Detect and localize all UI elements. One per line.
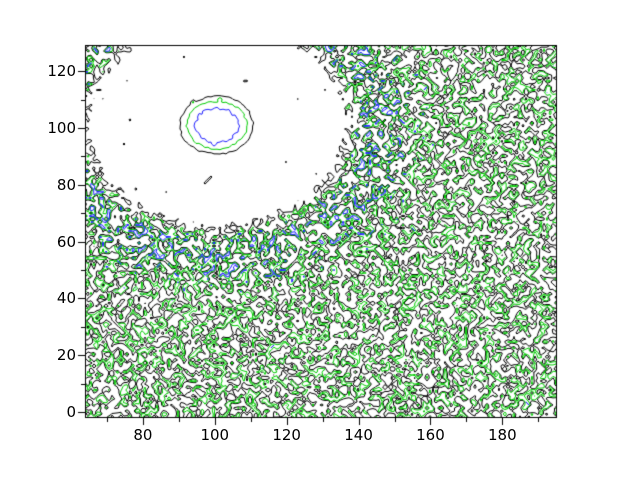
contour-figure: 80 100 120 140 160 180 0 20 40 60 80 100 120: [0, 0, 640, 480]
contour-plot-canvas: [0, 0, 640, 480]
